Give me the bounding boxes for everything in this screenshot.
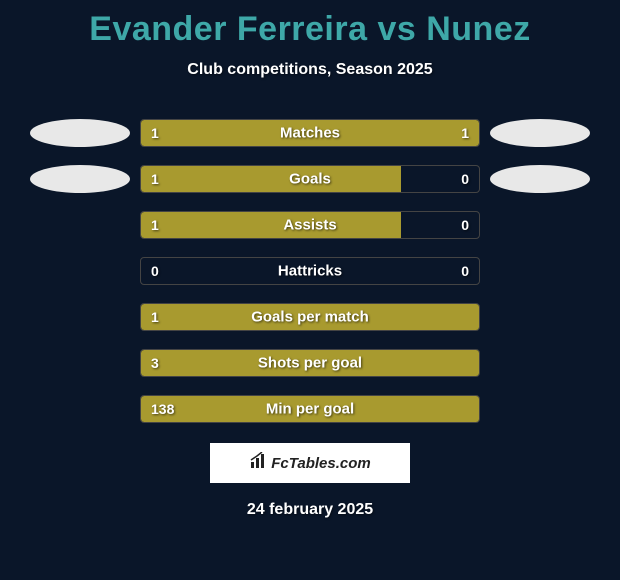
value-left: 3: [151, 355, 159, 371]
stat-label: Matches: [280, 125, 340, 142]
value-left: 1: [151, 309, 159, 325]
stat-bar: 0 0 Hattricks: [140, 257, 480, 285]
stat-bar: 1 Goals per match: [140, 303, 480, 331]
value-right: 0: [461, 217, 469, 233]
stat-label: Shots per goal: [258, 355, 362, 372]
player-marker-right: [490, 119, 590, 147]
stat-row: 1 1 Matches: [0, 119, 620, 147]
player-marker-left: [30, 119, 130, 147]
comparison-chart: 1 1 Matches 1 0 Goals 1 0 Assists 0 0 Hattricks 1 Goa…: [0, 119, 620, 423]
bar-fill-left: [141, 166, 401, 192]
stat-label: Goals per match: [251, 309, 369, 326]
stat-bar: 138 Min per goal: [140, 395, 480, 423]
player-marker-right: [490, 165, 590, 193]
stat-bar: 1 0 Assists: [140, 211, 480, 239]
value-left: 138: [151, 401, 174, 417]
date-label: 24 february 2025: [0, 501, 620, 519]
stat-label: Min per goal: [266, 401, 354, 418]
stat-label: Hattricks: [278, 263, 342, 280]
brand-badge: FcTables.com: [210, 443, 410, 483]
value-right: 1: [461, 125, 469, 141]
stat-row: 0 0 Hattricks: [0, 257, 620, 285]
stat-row: 1 0 Goals: [0, 165, 620, 193]
value-left: 0: [151, 263, 159, 279]
bar-fill-left: [141, 212, 401, 238]
stat-row: 138 Min per goal: [0, 395, 620, 423]
stat-row: 1 0 Assists: [0, 211, 620, 239]
stat-bar: 1 1 Matches: [140, 119, 480, 147]
page-title: Evander Ferreira vs Nunez: [0, 0, 620, 49]
stat-bar: 3 Shots per goal: [140, 349, 480, 377]
chart-icon: [249, 452, 267, 474]
value-left: 1: [151, 217, 159, 233]
subtitle: Club competitions, Season 2025: [0, 61, 620, 79]
stat-row: 1 Goals per match: [0, 303, 620, 331]
stat-row: 3 Shots per goal: [0, 349, 620, 377]
stat-label: Goals: [289, 171, 331, 188]
value-right: 0: [461, 171, 469, 187]
value-left: 1: [151, 171, 159, 187]
value-left: 1: [151, 125, 159, 141]
brand-text: FcTables.com: [271, 455, 370, 472]
value-right: 0: [461, 263, 469, 279]
player-marker-left: [30, 165, 130, 193]
stat-bar: 1 0 Goals: [140, 165, 480, 193]
stat-label: Assists: [283, 217, 336, 234]
